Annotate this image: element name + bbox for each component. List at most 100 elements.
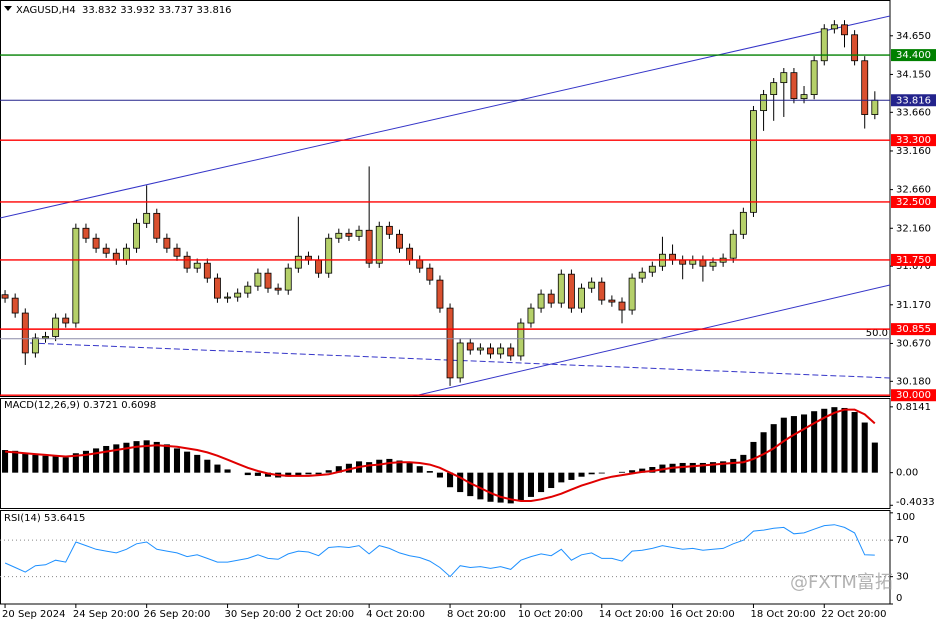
histogram-bar [264, 472, 272, 477]
level-label-box [891, 389, 936, 402]
x-tick-label: 24 Sep 20:00 [73, 609, 140, 620]
histogram-bar [416, 466, 423, 473]
histogram-bar [457, 472, 464, 493]
histogram-bar [295, 472, 302, 476]
histogram-bar [558, 472, 565, 483]
histogram-bar [32, 454, 39, 473]
histogram-bar [52, 456, 59, 473]
candle-body [567, 273, 575, 309]
candle-body [780, 72, 788, 84]
candle-body [760, 94, 768, 112]
candle-body [102, 247, 110, 254]
rsi-title: RSI(14) 53.6415 [4, 513, 85, 524]
x-tick-label: 14 Oct 20:00 [599, 609, 664, 620]
candle-body [133, 222, 140, 249]
candle-body [476, 347, 484, 351]
candle-body [214, 277, 221, 299]
y-tick-label: 0.8141 [896, 402, 931, 413]
x-tick-label: 18 Oct 20:00 [750, 609, 815, 620]
histogram-bar [790, 416, 797, 473]
trend-lines [0, 15, 890, 396]
candle-body [1, 294, 9, 299]
candle-body [810, 60, 818, 96]
candle-body [800, 94, 808, 100]
candle-body [689, 259, 697, 265]
y-tick-label: 0 [896, 593, 902, 604]
candle-body [598, 281, 606, 301]
histogram-bar [649, 467, 656, 473]
x-tick-label: 30 Sep 20:00 [225, 609, 292, 620]
y-tick-label: 70 [896, 535, 909, 546]
level-label-box [891, 134, 936, 147]
histogram-bar [12, 450, 19, 473]
histogram-bar [163, 444, 170, 473]
candle-body [507, 347, 515, 357]
candle-body [820, 28, 828, 62]
y-tick-label: 33.660 [896, 107, 931, 118]
histogram-bar [366, 462, 373, 473]
y-tick-label: 32.660 [896, 185, 931, 196]
histogram-bar [72, 453, 79, 473]
candle-body [446, 307, 454, 379]
y-tick-label: 32.160 [896, 223, 931, 234]
level-label: 30.855 [896, 324, 931, 335]
histogram-bar [618, 471, 626, 473]
x-tick-label: 4 Oct 20:00 [366, 609, 425, 620]
candle-body [153, 212, 161, 239]
candle-body [234, 292, 242, 298]
candle-body [375, 225, 383, 264]
histogram-bar [123, 442, 130, 473]
candle-body [274, 287, 282, 291]
candle-body [770, 82, 778, 96]
y-tick-label: 33.160 [896, 146, 931, 157]
histogram-bar [699, 462, 706, 473]
candle-body [497, 347, 505, 355]
histogram-bar [194, 454, 201, 473]
histogram-bar [568, 472, 575, 480]
level-label: 33.300 [896, 135, 931, 146]
histogram-bar [62, 457, 69, 473]
candle-body [436, 279, 444, 309]
last-price-label: 33.816 [896, 95, 931, 106]
x-tick-label: 8 Oct 20:00 [447, 609, 506, 620]
macd-frame [0, 398, 891, 509]
candle-body [608, 299, 616, 303]
histogram-bar [517, 472, 524, 501]
histogram-bar [254, 472, 261, 476]
histogram-bar [750, 441, 757, 473]
candle-body [841, 24, 848, 36]
symbol-menu-icon[interactable] [4, 6, 12, 11]
level-label: 32.500 [896, 197, 931, 208]
candle-body [11, 297, 19, 314]
candle-body [578, 287, 585, 309]
y-tick-label: 30.180 [896, 376, 931, 387]
candle-body [790, 72, 798, 100]
histogram-bar [224, 469, 231, 473]
candle-body [487, 347, 494, 355]
candle-body [456, 342, 464, 379]
y-tick-label: 30 [896, 572, 909, 583]
candle-body [396, 233, 403, 249]
histogram-bar [153, 441, 160, 473]
candle-body [426, 267, 434, 281]
x-tick-label: 20 Sep 2024 [2, 609, 65, 620]
histogram-bar [497, 472, 504, 503]
histogram-bar [406, 462, 413, 473]
candle-body [264, 272, 272, 289]
histogram-bar [82, 450, 89, 473]
y-tick-label: 31.170 [896, 300, 931, 311]
candle-body [618, 301, 626, 311]
histogram-bar [426, 471, 433, 473]
last-price-label-box [891, 94, 936, 107]
histogram-bar [285, 472, 292, 477]
histogram-bar [780, 417, 787, 473]
histogram-bar [841, 407, 848, 473]
histogram-bar [447, 472, 454, 488]
histogram-bar [2, 450, 9, 473]
candle-body [729, 233, 737, 259]
histogram-bar [760, 432, 767, 473]
candle-body [385, 225, 393, 235]
candle-body [679, 259, 687, 265]
fib-label: 50.0 [866, 328, 888, 339]
